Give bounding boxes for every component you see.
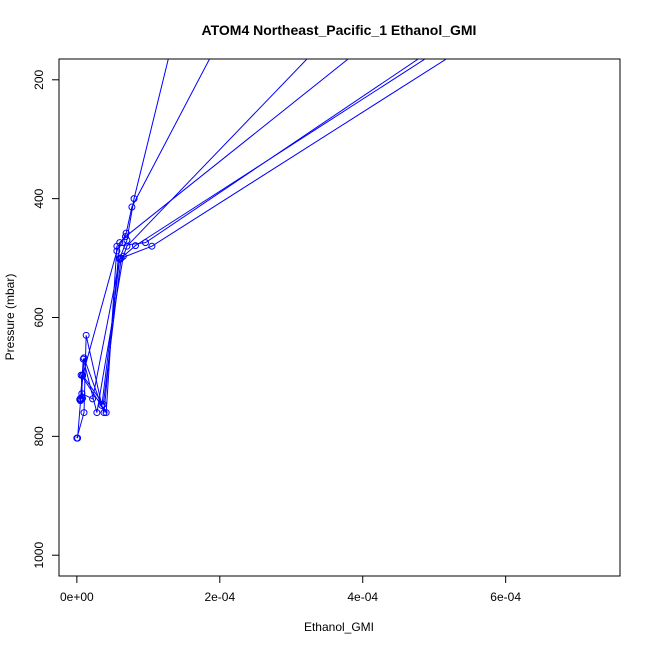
data-point — [82, 331, 90, 339]
data-point — [148, 242, 156, 250]
data-point — [78, 390, 86, 398]
data-point — [102, 409, 110, 417]
data-point — [141, 239, 149, 247]
data-point — [113, 247, 121, 255]
series-line — [80, 59, 349, 413]
y-axis-label: Pressure (mbar) — [3, 274, 17, 361]
data-point — [80, 354, 88, 362]
data-point — [117, 254, 125, 262]
y-axis: 200 400 600 800 1000 — [32, 69, 60, 569]
data-point — [116, 255, 124, 263]
plot-frame — [58, 58, 621, 577]
data-point — [113, 242, 121, 250]
y-tick-label: 1000 — [32, 542, 46, 569]
data-point — [76, 396, 84, 404]
chart-title: ATOM4 Northeast_Pacific_1 Ethanol_GMI — [202, 22, 477, 38]
y-tick-label: 200 — [32, 69, 46, 89]
x-tick-label: 2e-04 — [204, 590, 235, 604]
data-point — [123, 242, 131, 250]
x-axis-label: Ethanol_GMI — [304, 620, 374, 634]
data-point — [76, 397, 84, 405]
data-point — [93, 409, 101, 417]
data-point — [99, 400, 107, 408]
x-tick-label: 4e-04 — [347, 590, 378, 604]
data-point — [79, 371, 87, 379]
data-point — [89, 395, 97, 403]
y-tick-label: 800 — [32, 426, 46, 446]
data-point — [131, 242, 139, 250]
series-line — [80, 59, 420, 415]
data-point — [79, 355, 87, 363]
data-point — [128, 203, 136, 211]
x-tick-label: 6e-04 — [490, 590, 521, 604]
y-tick-label: 600 — [32, 307, 46, 327]
data-point — [121, 233, 129, 241]
data-point — [100, 409, 108, 417]
series-line — [79, 59, 426, 400]
data-point — [74, 434, 82, 442]
data-point — [130, 195, 138, 203]
series-line — [79, 59, 448, 406]
x-axis: 0e+00 2e-04 4e-04 6e-04 — [60, 575, 521, 604]
data-point — [80, 409, 88, 417]
series-layer — [76, 59, 448, 439]
data-point — [122, 229, 130, 237]
data-point — [98, 401, 106, 409]
points-layer — [73, 195, 156, 442]
series-line — [79, 59, 308, 413]
x-tick-label: 0e+00 — [60, 590, 94, 604]
y-tick-label: 400 — [32, 188, 46, 208]
data-point — [76, 394, 84, 402]
